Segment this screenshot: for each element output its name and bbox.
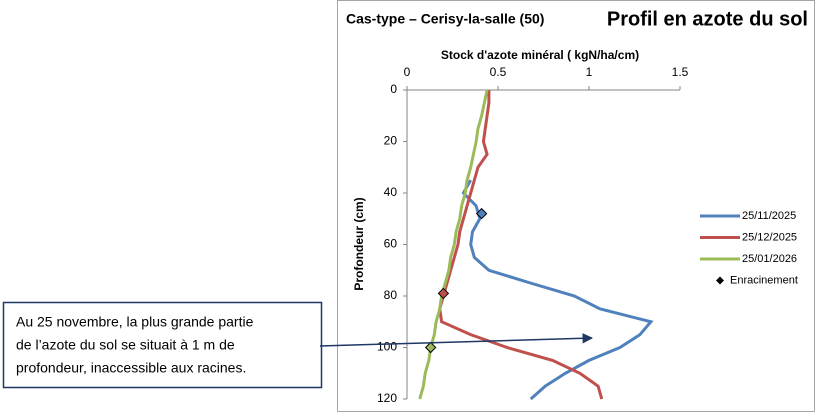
y-tick-label: 60 xyxy=(384,237,398,251)
y-tick-label: 0 xyxy=(390,82,397,96)
x-tick-label: 1 xyxy=(586,65,593,79)
annotation-box xyxy=(2,301,323,389)
legend-swatch xyxy=(716,276,724,285)
x-tick-label: 1.5 xyxy=(672,65,689,79)
chart-title: Profil en azote du sol xyxy=(607,8,808,30)
y-tick-label: 20 xyxy=(384,134,398,148)
x-tick-label: 0 xyxy=(404,65,411,79)
legend-label: 25/01/2026 xyxy=(742,253,797,265)
y-tick-label: 100 xyxy=(377,340,397,354)
y-axis-label: Profondeur (cm) xyxy=(352,197,366,290)
legend-label: Enracinement xyxy=(730,274,798,286)
y-tick-label: 120 xyxy=(377,391,397,405)
series-line xyxy=(438,90,604,400)
annotation-line: profondeur, inaccessible aux racines. xyxy=(16,360,246,376)
legend-label: 25/12/2025 xyxy=(742,231,797,243)
chart-subtitle: Cas-type – Cerisy-la-salle (50) xyxy=(346,11,544,27)
root-marker xyxy=(437,287,450,300)
x-tick-label: 0.5 xyxy=(490,65,507,79)
y-tick-label: 40 xyxy=(384,185,398,199)
annotation-arrow xyxy=(319,333,594,347)
y-tick-label: 80 xyxy=(384,288,398,302)
annotation-line: Au 25 novembre, la plus grande partie xyxy=(16,314,254,330)
annotation-line: de l’azote du sol se situait à 1 m de xyxy=(16,337,235,353)
root-marker xyxy=(475,207,488,220)
legend-label: 25/11/2025 xyxy=(742,210,796,222)
x-axis-label: Stock d'azote minéral ( kgN/ha/cm) xyxy=(441,48,639,62)
root-marker xyxy=(424,341,437,354)
